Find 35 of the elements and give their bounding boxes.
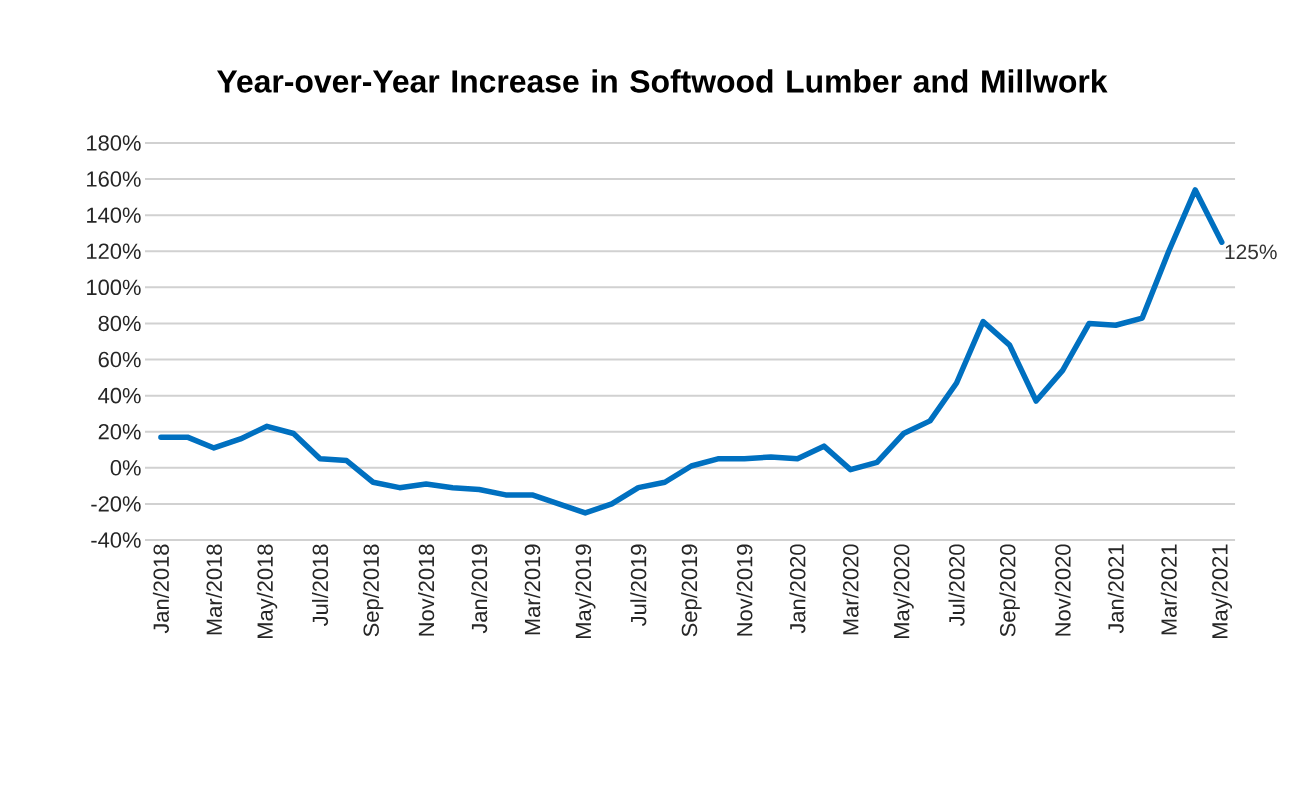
y-tick-label: -20% bbox=[91, 496, 141, 512]
x-tick-label: Sep/2020 bbox=[999, 544, 1020, 637]
x-tick-label: Jul/2018 bbox=[311, 544, 329, 627]
x-tick-label: Jul/2020 bbox=[948, 544, 965, 627]
y-tick-label: 100% bbox=[87, 279, 141, 296]
y-tick-label: 0% bbox=[110, 460, 141, 476]
x-tick-label: Sep/2018 bbox=[362, 544, 384, 637]
annotation: 125% bbox=[1225, 244, 1277, 260]
x-tick-label: Jan/2020 bbox=[789, 544, 806, 634]
y-tick-label: 40% bbox=[98, 387, 141, 404]
y-tick-label: 80% bbox=[98, 315, 141, 332]
x-tick-label: May/2020 bbox=[893, 544, 914, 638]
x-tick-label: Nov/2019 bbox=[736, 544, 753, 636]
chart-title: Year-over-Year Increase in Softwood Lumber and Millwork bbox=[216, 69, 1108, 93]
y-tick-label: 20% bbox=[98, 423, 141, 440]
x-tick-label: Nov/2020 bbox=[1054, 544, 1071, 636]
x-tick-label: Mar/2019 bbox=[524, 544, 541, 635]
x-tick-label: Jan/2019 bbox=[471, 544, 488, 634]
x-tick-label: May/2021 bbox=[1211, 544, 1232, 638]
x-tick-label: Jan/2021 bbox=[1107, 544, 1124, 634]
x-tick-label: Nov/2018 bbox=[418, 544, 435, 636]
x-tick-label: Mar/2018 bbox=[205, 544, 223, 635]
x-tick-label: Mar/2021 bbox=[1160, 544, 1177, 635]
y-tick-label: 160% bbox=[87, 171, 141, 187]
y-tick-label: -40% bbox=[91, 532, 141, 548]
y-tick-label: 60% bbox=[98, 351, 141, 368]
x-tick-label: Sep/2019 bbox=[681, 544, 702, 637]
y-tick-label: 180% bbox=[87, 135, 141, 151]
x-tick-label: Mar/2020 bbox=[842, 544, 859, 635]
x-tick-label: May/2018 bbox=[256, 544, 278, 638]
x-tick-label: May/2019 bbox=[575, 544, 596, 638]
y-tick-label: 140% bbox=[87, 207, 141, 223]
y-tick-label: 120% bbox=[87, 243, 141, 260]
x-tick-label: Jan/2018 bbox=[152, 544, 169, 634]
x-tick-label: Jul/2019 bbox=[630, 544, 647, 627]
